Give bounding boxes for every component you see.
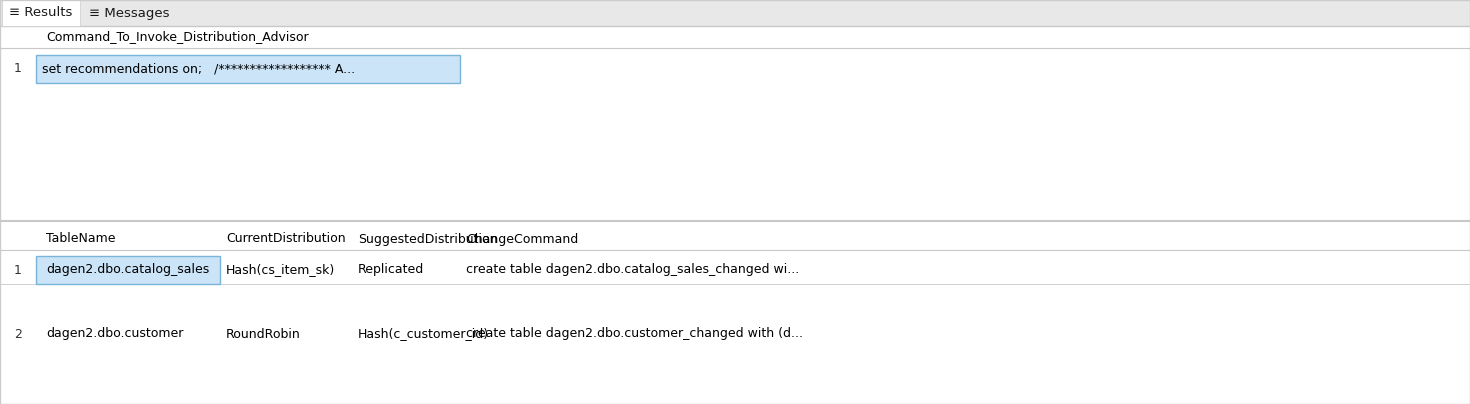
Text: ≡ Results: ≡ Results	[9, 6, 72, 19]
Text: ChangeCommand: ChangeCommand	[466, 232, 578, 246]
Bar	[35, 55, 460, 83]
Text: dagen2.dbo.catalog_sales: dagen2.dbo.catalog_sales	[46, 263, 209, 276]
Text: dagen2.dbo.customer: dagen2.dbo.customer	[46, 328, 184, 341]
Text: ≡ Messages: ≡ Messages	[88, 6, 169, 19]
Text: create table dagen2.dbo.catalog_sales_changed wi...: create table dagen2.dbo.catalog_sales_ch…	[466, 263, 800, 276]
Bar	[1, 0, 79, 26]
Text: Command_To_Invoke_Distribution_Advisor: Command_To_Invoke_Distribution_Advisor	[46, 30, 309, 44]
Text: Replicated: Replicated	[359, 263, 425, 276]
Text: CurrentDistribution: CurrentDistribution	[226, 232, 345, 246]
Text: 2: 2	[15, 328, 22, 341]
Bar	[35, 256, 220, 284]
Text: RoundRobin: RoundRobin	[226, 328, 301, 341]
Bar	[0, 0, 1470, 26]
Text: set recommendations on;   /****************** A...: set recommendations on; /***************…	[43, 63, 356, 76]
Text: 1: 1	[15, 63, 22, 76]
Text: TableName: TableName	[46, 232, 116, 246]
Text: create table dagen2.dbo.customer_changed with (d...: create table dagen2.dbo.customer_changed…	[466, 328, 803, 341]
Text: Hash(c_customer_id): Hash(c_customer_id)	[359, 328, 490, 341]
Text: 1: 1	[15, 263, 22, 276]
Text: Hash(cs_item_sk): Hash(cs_item_sk)	[226, 263, 335, 276]
Text: SuggestedDistribution: SuggestedDistribution	[359, 232, 497, 246]
